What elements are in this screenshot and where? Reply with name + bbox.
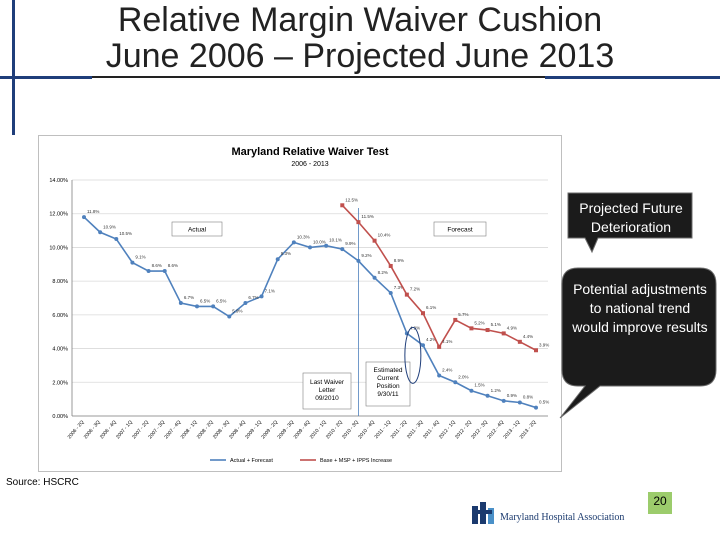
callout-top-text: Projected Future Deterioration (579, 200, 683, 235)
callout-bottom-text: Potential adjustments to national trend … (572, 281, 708, 335)
title-rule-underline (92, 76, 545, 78)
page-number: 20 (648, 492, 672, 514)
callout-bottom-shape (559, 267, 717, 419)
slide-title: Relative Margin Waiver Cushion June 2006… (0, 0, 720, 74)
mha-logo-icon (472, 502, 494, 524)
title-rule-right (545, 76, 720, 79)
title-line-2: June 2006 – Projected June 2013 (105, 37, 615, 75)
title-line-1: Relative Margin Waiver Cushion (117, 1, 603, 39)
logo-text: Maryland Hospital Association (500, 512, 625, 523)
accent-bar (12, 0, 15, 135)
callout-top-shape (567, 192, 693, 254)
source-note: Source: HSCRC (6, 477, 79, 488)
title-rule-left (0, 76, 92, 79)
